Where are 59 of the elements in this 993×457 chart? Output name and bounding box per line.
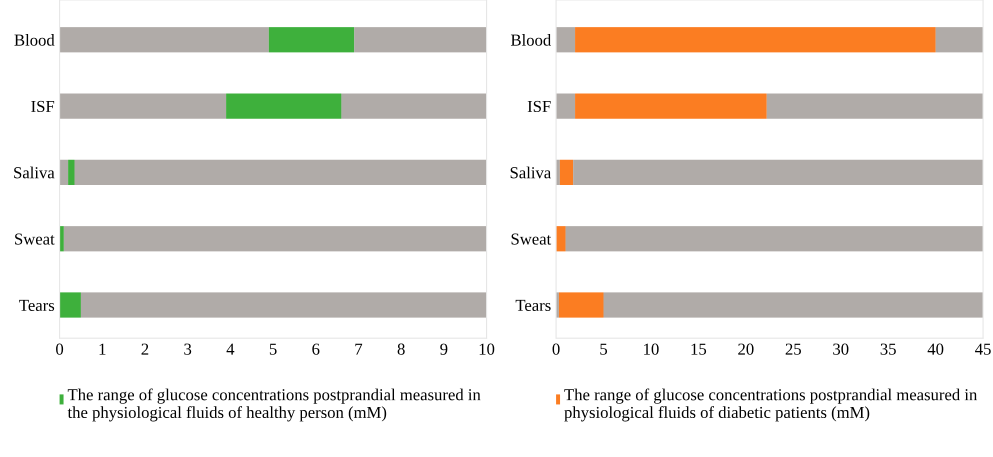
x-tick-label: 5 <box>600 344 608 355</box>
bar <box>560 160 574 186</box>
x-tick-label: 40 <box>928 344 944 355</box>
bar <box>60 27 269 52</box>
bar <box>64 226 487 252</box>
x-tick-label: 3 <box>184 344 192 355</box>
bar <box>558 292 604 318</box>
bar <box>74 160 487 186</box>
bar <box>60 93 226 119</box>
x-tick-label: 6 <box>312 344 320 355</box>
x-tick-label: 2 <box>142 344 148 355</box>
x-tick-label: 10 <box>480 344 494 355</box>
x-tick-label: 15 <box>692 344 706 355</box>
y-tick-label: ISF <box>528 100 551 112</box>
y-tick-label: Blood <box>510 34 552 46</box>
legend-label: The range of glucose concentrations postprandial measured in the physiological fluids of healthy person (mM) <box>68 388 481 422</box>
bar <box>556 226 566 252</box>
x-tick-label: 20 <box>738 344 754 355</box>
x-tick-label: 25 <box>786 344 801 355</box>
bar <box>604 292 984 318</box>
bar <box>341 93 487 119</box>
bar <box>573 160 984 186</box>
x-tick-label: 5 <box>270 344 277 355</box>
bar <box>268 27 354 52</box>
x-tick-label: 7 <box>355 344 362 355</box>
y-tick-label: Blood <box>14 34 55 46</box>
x-tick-label: 8 <box>398 344 405 355</box>
bar <box>80 292 487 318</box>
bar <box>766 93 984 119</box>
bar <box>60 292 81 318</box>
bar <box>566 226 984 252</box>
x-tick-label: 0 <box>56 344 64 355</box>
legend-label: The range of glucose concentrations postprandial measured in physiological fluids of diabetic patients (mM) <box>564 388 978 422</box>
bar <box>575 93 767 119</box>
y-tick-label: Sweat <box>15 233 55 245</box>
bar <box>556 93 576 119</box>
x-tick-label: 35 <box>880 344 896 355</box>
x-tick-label: 30 <box>833 344 848 355</box>
y-tick-label: Tears <box>19 300 54 311</box>
y-tick-label: Saliva <box>510 166 551 178</box>
bar <box>68 160 75 186</box>
x-tick-label: 1 <box>100 344 106 355</box>
bar <box>226 93 342 119</box>
y-tick-label: Sweat <box>512 233 552 245</box>
y-tick-label: ISF <box>31 100 54 112</box>
x-tick-label: 9 <box>440 344 448 355</box>
bar <box>556 27 576 52</box>
y-tick-label: Tears <box>516 300 551 311</box>
bar <box>556 160 560 186</box>
x-tick-label: 0 <box>552 344 560 355</box>
bar <box>60 226 64 252</box>
x-tick-label: 10 <box>644 344 659 355</box>
bar <box>60 160 68 186</box>
x-tick-label: 45 <box>975 344 991 355</box>
x-tick-label: 4 <box>226 344 234 355</box>
bar <box>575 27 936 52</box>
y-tick-label: Saliva <box>14 166 54 178</box>
bar <box>936 27 984 52</box>
bar <box>354 27 487 52</box>
